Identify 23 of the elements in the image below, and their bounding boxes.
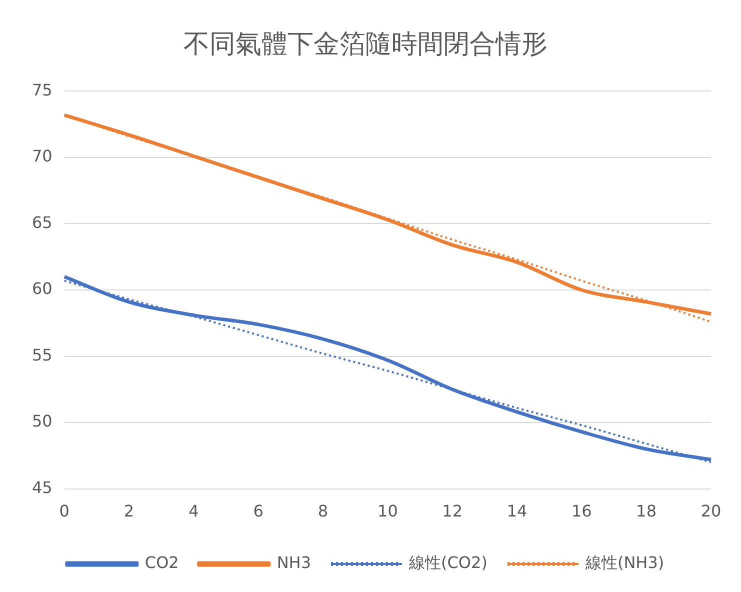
y-tick-label: 65 xyxy=(32,212,52,232)
x-tick-label: 10 xyxy=(378,502,398,521)
x-tick-label: 6 xyxy=(253,502,264,521)
y-tick-label: 55 xyxy=(32,345,52,364)
y-tick-label: 70 xyxy=(32,146,52,166)
y-tick-label: 60 xyxy=(32,279,52,298)
legend-label: NH3 xyxy=(276,553,312,572)
x-tick-label: 8 xyxy=(318,502,328,521)
chart-title: 不同氣體下金箔隨時間閉合情形 xyxy=(184,29,548,60)
x-tick-label: 18 xyxy=(636,502,657,521)
y-tick-label: 50 xyxy=(32,412,52,431)
x-tick-label: 2 xyxy=(124,502,134,521)
legend-label: 線性(CO2) xyxy=(408,553,488,572)
x-tick-label: 20 xyxy=(700,502,722,521)
y-tick-label: 45 xyxy=(32,478,52,497)
x-tick-label: 4 xyxy=(188,502,199,521)
x-tick-label: 14 xyxy=(506,502,528,521)
x-tick-label: 12 xyxy=(442,502,463,521)
x-tick-label: 16 xyxy=(571,502,592,521)
x-tick-label: 0 xyxy=(59,502,70,521)
legend-label: CO2 xyxy=(144,553,179,572)
y-tick-label: 75 xyxy=(32,80,52,100)
legend-label: 線性(NH3) xyxy=(584,553,664,572)
